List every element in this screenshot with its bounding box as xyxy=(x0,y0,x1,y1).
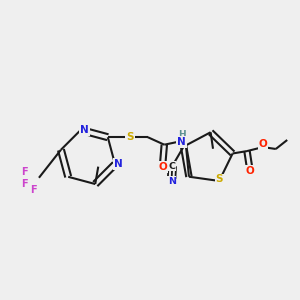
Text: N: N xyxy=(168,177,176,186)
Text: H: H xyxy=(178,130,185,139)
Text: O: O xyxy=(246,166,254,176)
Text: N: N xyxy=(177,137,186,147)
Text: O: O xyxy=(158,162,167,172)
Text: S: S xyxy=(215,175,223,184)
Text: O: O xyxy=(259,140,268,149)
Text: S: S xyxy=(126,132,134,142)
Text: F: F xyxy=(21,167,28,177)
Text: F: F xyxy=(21,179,27,189)
Text: C: C xyxy=(169,162,176,171)
Text: N: N xyxy=(80,125,89,135)
Text: F: F xyxy=(30,185,37,195)
Text: N: N xyxy=(114,159,123,169)
